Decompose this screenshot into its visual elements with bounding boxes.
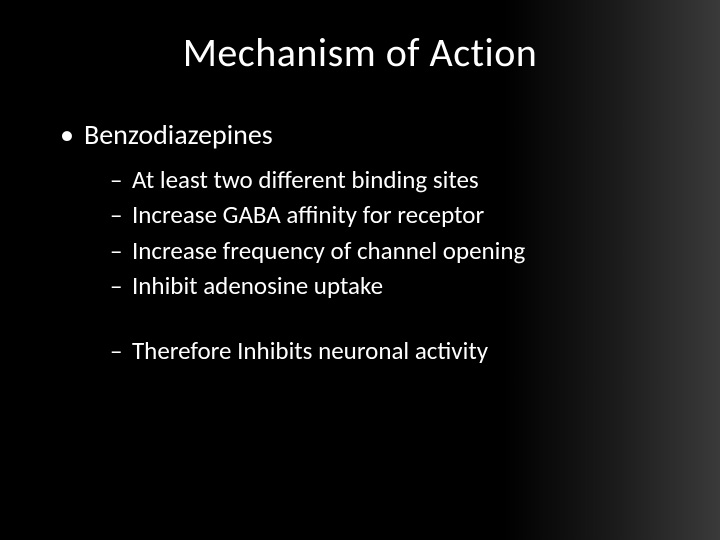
slide-title: Mechanism of Action [40,28,680,77]
sub-bullet: At least two different binding sites [110,164,680,195]
spacer [40,305,680,335]
conclusion-bullet: Therefore Inhibits neuronal activity [110,335,680,366]
sub-bullet: Increase GABA affinity for receptor [110,199,680,230]
sub-bullet: Inhibit adenosine uptake [110,270,680,301]
bullet-main: Benzodiazepines [60,117,680,152]
sub-bullet: Increase frequency of channel opening [110,235,680,266]
slide-container: Mechanism of Action Benzodiazepines At l… [0,0,720,540]
